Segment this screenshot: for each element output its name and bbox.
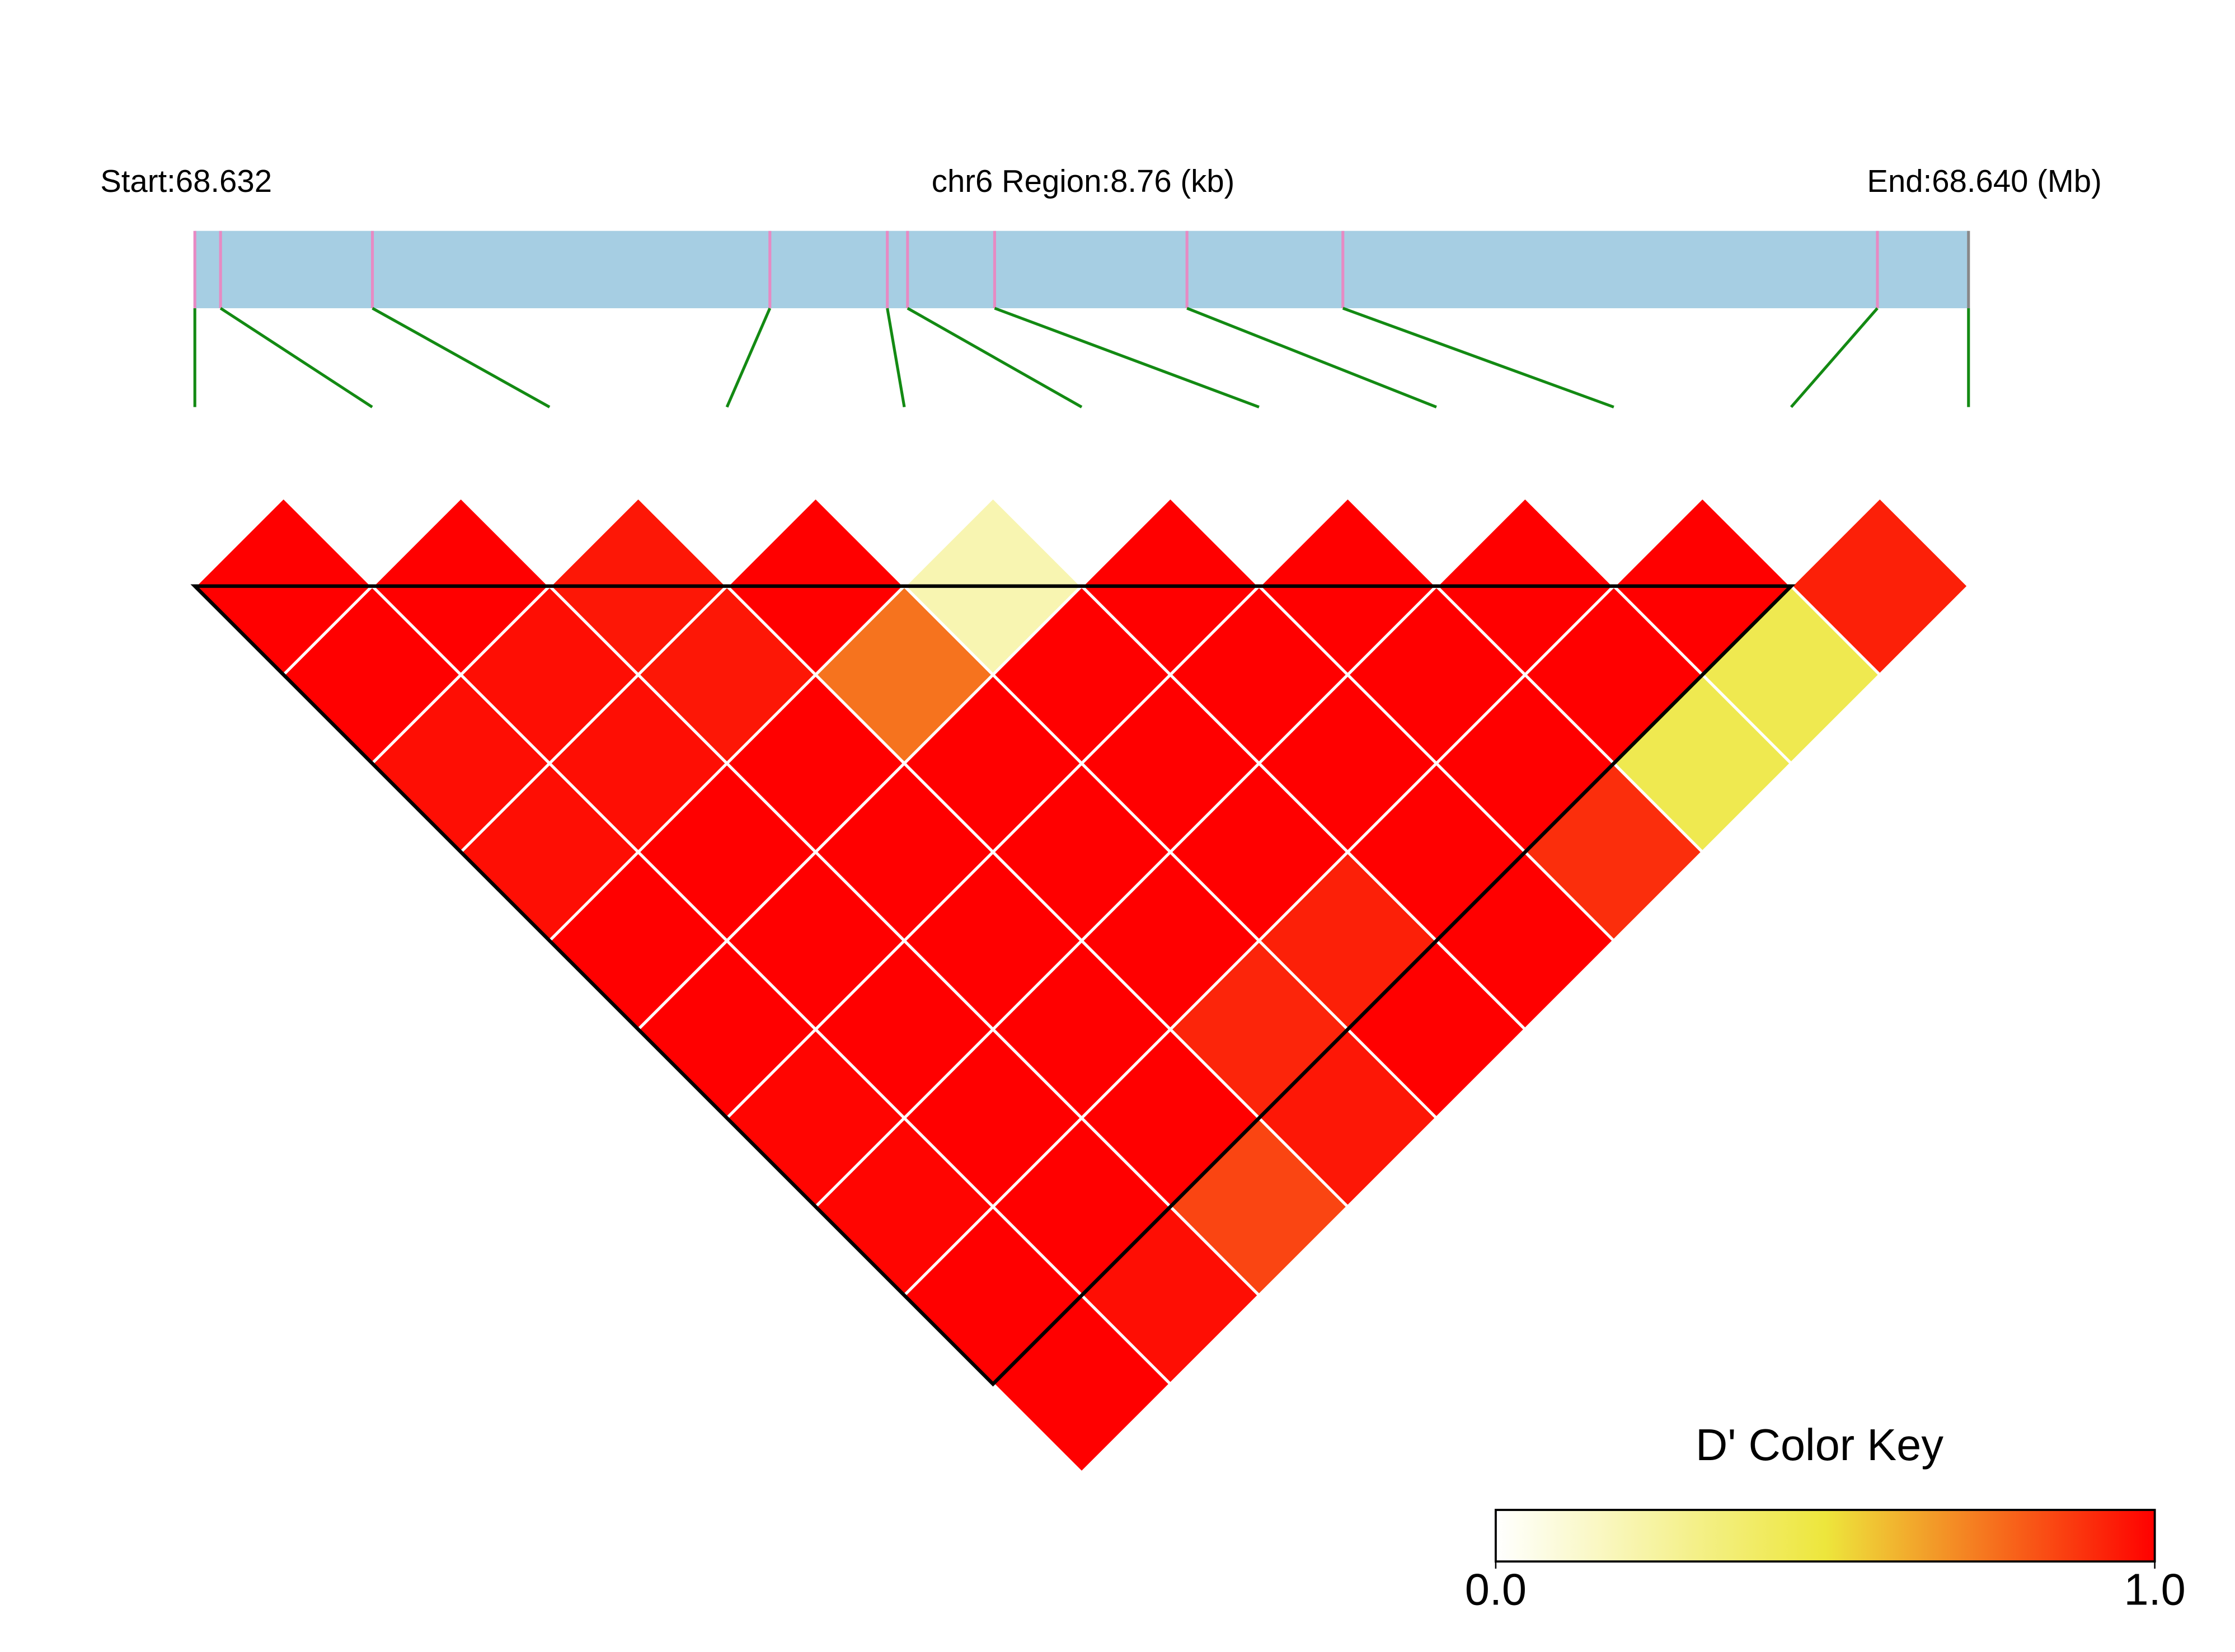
snp-link bbox=[219, 307, 373, 408]
snp-link bbox=[886, 308, 906, 408]
color-key bbox=[1494, 1509, 2156, 1563]
region-label: chr6 Region:8.76 (kb) bbox=[932, 163, 1235, 199]
snp-link bbox=[1790, 307, 1879, 408]
snp-link bbox=[994, 307, 1260, 409]
snp-link bbox=[372, 307, 551, 408]
snp-link bbox=[907, 307, 1083, 408]
ld-block bbox=[190, 584, 1796, 1387]
snp-link bbox=[1342, 307, 1614, 409]
key-tick-label: 0.0 bbox=[1465, 1564, 1527, 1614]
key-title: D' Color Key bbox=[1696, 1420, 1943, 1470]
snp-link bbox=[725, 307, 772, 408]
region-bar bbox=[195, 230, 1969, 308]
start-label: Start:68.632 bbox=[100, 163, 272, 199]
ld-cell bbox=[1789, 495, 1971, 677]
snp-link bbox=[1186, 307, 1437, 409]
key-tick-label: 1.0 bbox=[2124, 1564, 2185, 1614]
end-label: End:68.640 (Mb) bbox=[1867, 163, 2101, 199]
